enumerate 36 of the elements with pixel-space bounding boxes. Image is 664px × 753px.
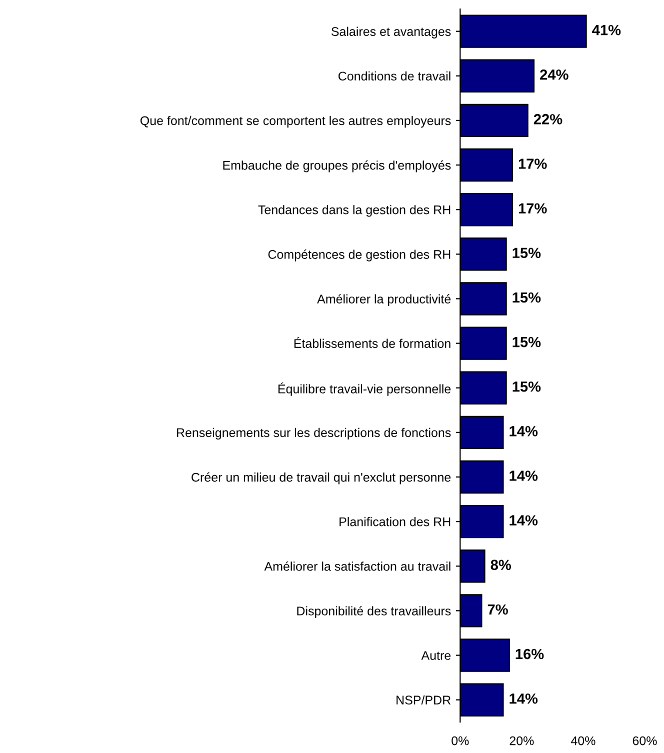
data-label: 17% (518, 158, 547, 169)
y-tick-label: Tendances dans la gestion des RH (258, 205, 450, 217)
y-tick-label: Établissements de formation (294, 336, 450, 348)
y-tick-label: Autre (421, 651, 451, 660)
data-label: 8% (490, 560, 512, 570)
data-label: 14% (510, 515, 538, 526)
data-label: 14% (510, 470, 538, 481)
data-label: 16% (516, 648, 544, 660)
data-label: 7% (488, 604, 508, 615)
y-tick-label: Créer un milieu de travail qui n'exclut personne (192, 472, 451, 484)
data-label: 17% (518, 203, 547, 214)
data-label: 15% (512, 292, 541, 303)
data-label: 15% (512, 248, 541, 258)
y-tick-label: Embauche de groupes précis d'employés (223, 160, 451, 172)
data-label: 15% (512, 336, 541, 348)
data-label: 24% (540, 69, 568, 80)
y-tick-label: Améliorer la satisfaction au travail (264, 561, 450, 571)
data-label: 22% (534, 114, 562, 124)
y-tick-label: NSP/PDR (396, 695, 451, 704)
y-tick-label: Améliorer la productivité (317, 294, 451, 306)
x-tick-label: 20% (510, 736, 534, 746)
y-tick-label: Compétences de gestion des RH (268, 250, 450, 262)
y-tick-label: Salaires et avantages (331, 26, 451, 38)
y-tick-label: Disponibilité des travailleurs (297, 606, 451, 618)
y-tick-label: Conditions de travail (338, 71, 450, 81)
y-tick-label: Que font/comment se comportent les autres employeurs (140, 116, 451, 128)
data-label: 14% (510, 693, 538, 704)
y-tick-label: Planification des RH (340, 517, 450, 526)
y-tick-label: Renseignements sur les descriptions de fonctions (177, 428, 451, 440)
y-tick-label: Équilibre travail-vie personnelle (278, 382, 451, 396)
data-label: 41% (592, 24, 621, 36)
data-label: 15% (512, 381, 541, 392)
x-tick-label: 60% (632, 736, 657, 746)
x-tick-label: 0% (452, 736, 469, 746)
data-label: 14% (510, 426, 538, 436)
x-tick-label: 40% (570, 736, 596, 746)
